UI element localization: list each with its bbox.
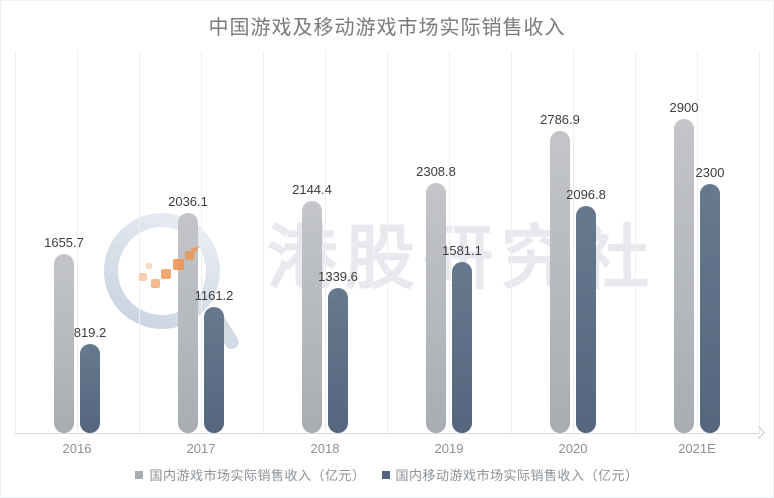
legend-label: 国内移动游戏市场实际销售收入（亿元） — [395, 468, 639, 483]
category-group-2017: 2036.1 1161.2 — [139, 51, 263, 433]
bar-mobile-games-2018: 1339.6 — [318, 269, 358, 433]
bar-total-games-2019: 2308.8 — [416, 164, 456, 433]
legend: 国内游戏市场实际销售收入（亿元） 国内移动游戏市场实际销售收入（亿元） — [1, 465, 773, 484]
bar-total-games-2021E: 2900 — [670, 100, 698, 433]
bar-mobile-games-2020: 2096.8 — [566, 187, 606, 433]
chart-title: 中国游戏及移动游戏市场实际销售收入 — [208, 17, 566, 39]
bar-mobile-games-2019: 1581.1 — [442, 243, 482, 433]
bar-value-label: 1161.2 — [194, 288, 234, 304]
bar-value-label: 2308.8 — [416, 164, 456, 179]
legend-item-total-games: 国内游戏市场实际销售收入（亿元） — [135, 465, 365, 484]
logo-accent-square — [161, 269, 171, 279]
bar-value-label: 2300 — [695, 165, 725, 180]
bar-value-label: 2144.4 — [292, 181, 332, 197]
bar-value-label: 2096.8 — [566, 187, 606, 202]
bar-value-label: 1655.7 — [44, 234, 84, 250]
x-axis-label-2020: 2020 — [558, 441, 588, 456]
bar-value-label: 2036.1 — [168, 193, 208, 209]
bar-value-label: 819.2 — [73, 325, 107, 341]
plot-area: 1655.7 819.2 2036.1 1161.2 2144.4 1339.6 2308.… — [15, 51, 765, 439]
logo-accent-square — [173, 259, 184, 270]
legend-label: 国内游戏市场实际销售收入（亿元） — [149, 468, 366, 483]
category-group-2021E: 2900 2300 — [635, 51, 759, 433]
bar-mobile-games-2017: 1161.2 — [195, 288, 233, 433]
logo-accent-square — [185, 251, 194, 260]
logo-accent-square — [146, 263, 152, 269]
legend-swatch-icon — [381, 470, 390, 479]
legend-swatch-icon — [135, 470, 144, 479]
bar-value-label: 2900 — [669, 100, 699, 115]
logo-accent-square — [139, 273, 147, 281]
category-group-2020: 2786.9 2096.8 — [511, 51, 635, 433]
bar-mobile-games-2021E: 2300 — [696, 165, 724, 433]
bar-total-games-2018: 2144.4 — [292, 182, 332, 433]
legend-item-mobile-games: 国内移动游戏市场实际销售收入（亿元） — [381, 465, 639, 484]
bar-mobile-games-2016: 819.2 — [74, 325, 106, 433]
bar-total-games-2016: 1655.7 — [44, 235, 84, 433]
x-axis-label-2021E: 2021E — [678, 441, 716, 456]
category-group-2016: 1655.7 819.2 — [15, 51, 139, 433]
bar-value-label: 1581.1 — [442, 242, 482, 258]
bar-total-games-2020: 2786.9 — [540, 112, 580, 433]
bar-value-label: 2786.9 — [540, 112, 580, 128]
x-axis-label-2017: 2017 — [186, 441, 216, 456]
logo-accent-square — [151, 279, 160, 288]
category-group-2018: 2144.4 1339.6 — [263, 51, 387, 433]
category-group-2019: 2308.8 1581.1 — [387, 51, 511, 433]
x-axis-label-2019: 2019 — [434, 441, 464, 456]
x-axis-label-2018: 2018 — [310, 441, 340, 456]
bar-value-label: 1339.6 — [318, 269, 358, 284]
x-axis-labels: 2016 2017 2018 2019 2020 2021E — [15, 434, 759, 456]
bars-row: 1655.7 819.2 2036.1 1161.2 2144.4 1339.6 2308.… — [15, 51, 759, 433]
x-axis-label-2016: 2016 — [62, 441, 92, 456]
